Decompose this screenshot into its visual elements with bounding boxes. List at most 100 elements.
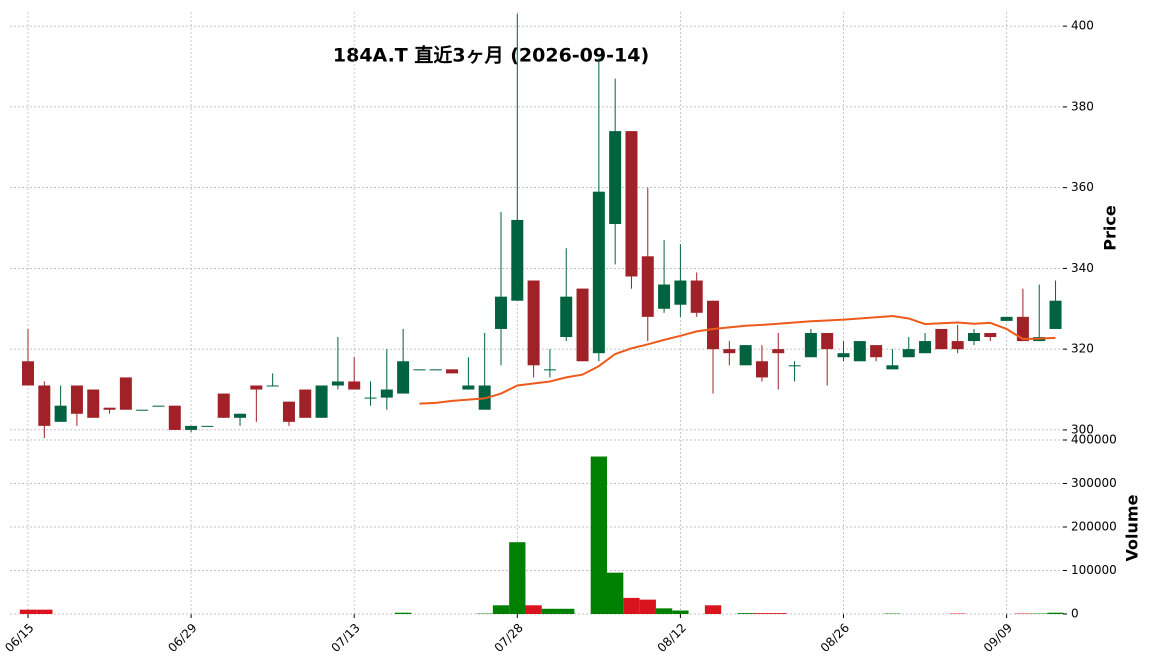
candle-body	[804, 333, 817, 358]
y-tick-label: 400	[1071, 19, 1094, 33]
candle-body	[1016, 316, 1029, 342]
y-tick-label: 300000	[1071, 476, 1117, 490]
volume-bar	[672, 610, 689, 614]
volume-bar	[623, 597, 640, 614]
candle-body	[168, 405, 181, 430]
volume-bar	[394, 612, 412, 614]
volume-bar	[19, 609, 37, 614]
y-tick-label: 360	[1071, 180, 1094, 194]
volume-bar	[1047, 612, 1064, 614]
volume-bar	[737, 613, 754, 614]
volume-bar	[704, 605, 722, 614]
candle-body	[38, 385, 51, 426]
y-tick-label: 100000	[1071, 563, 1117, 577]
candle-body	[527, 280, 540, 366]
candle-body	[609, 131, 622, 224]
candle-body	[511, 219, 524, 301]
y-tick-label: 200000	[1071, 520, 1117, 534]
candle-body	[690, 280, 703, 313]
candle-body	[951, 341, 964, 350]
y-tick-label: 380	[1071, 99, 1094, 113]
volume-bar	[607, 572, 624, 614]
candle-body	[641, 256, 654, 317]
candle-body	[576, 288, 589, 362]
candle-body	[299, 389, 312, 418]
candle-body	[380, 389, 393, 398]
x-tick-label: 06/15	[2, 621, 36, 655]
candle-body	[592, 191, 605, 354]
volume-bar	[525, 605, 542, 614]
candle-body	[625, 131, 638, 277]
chart-title: 184A.T 直近3ヶ月 (2026-09-14)	[333, 44, 649, 67]
candle-body	[152, 405, 165, 407]
x-tick-label: 09/09	[981, 621, 1015, 655]
volume-bar	[753, 613, 771, 614]
candle-body	[103, 407, 116, 410]
volume-bar	[639, 599, 656, 614]
candle-body	[723, 349, 736, 354]
candle-body	[560, 296, 573, 338]
candle-body	[266, 385, 279, 387]
x-tick-label: 06/29	[165, 621, 199, 655]
candle-body	[429, 369, 442, 371]
candle-body	[87, 389, 100, 418]
candle-body	[853, 341, 866, 362]
y-tick-label: 300	[1071, 422, 1094, 436]
candle-body	[250, 385, 263, 390]
x-tick-label: 07/28	[492, 621, 526, 655]
candle-body	[348, 381, 361, 390]
candle-body	[185, 425, 198, 430]
volume-axis-label: Volume	[1123, 494, 1142, 561]
x-tick-label: 08/12	[655, 621, 689, 655]
volume-bar	[770, 613, 787, 614]
volume-bar	[492, 605, 510, 614]
candle-body	[543, 369, 556, 371]
volume-bar	[509, 542, 526, 614]
candle-body	[446, 369, 459, 374]
candle-body	[201, 425, 214, 427]
candle-body	[397, 361, 410, 394]
candle-body	[870, 345, 883, 358]
x-tick-label: 08/26	[818, 621, 852, 655]
volume-bar	[36, 609, 53, 614]
y-tick-label: 320	[1071, 342, 1094, 356]
y-tick-label: 400000	[1071, 433, 1117, 447]
y-tick-label: 340	[1071, 261, 1094, 275]
candle-body	[886, 365, 899, 370]
candle-body	[967, 333, 980, 342]
candle-body	[902, 349, 915, 358]
candle-body	[674, 280, 687, 305]
volume-bar	[590, 456, 608, 614]
candle-body	[1049, 300, 1062, 329]
candle-body	[462, 385, 475, 390]
volume-bar	[541, 608, 559, 614]
candle-body	[136, 409, 149, 411]
candle-body	[935, 328, 948, 350]
moving-average-line	[419, 315, 1056, 405]
candle-body	[217, 393, 230, 418]
candle-body	[984, 333, 997, 338]
x-tick-label: 07/13	[328, 621, 362, 655]
candle-body	[119, 377, 132, 410]
candle-body	[707, 300, 720, 350]
candle-body	[22, 361, 34, 386]
candle-body	[282, 401, 295, 422]
candle-body	[234, 413, 247, 418]
candle-body	[821, 333, 834, 350]
candle-body	[755, 361, 768, 378]
candle-body	[739, 345, 752, 366]
candle-body	[772, 349, 785, 354]
candle-body	[494, 296, 507, 329]
candle-body	[413, 369, 426, 371]
volume-bar	[655, 608, 673, 614]
candle-body	[315, 385, 328, 418]
candle-body	[658, 284, 671, 309]
y-tick-label: 0	[1071, 607, 1079, 621]
volume-bar	[558, 608, 575, 614]
candle-body	[837, 353, 850, 358]
candle-body	[1000, 316, 1013, 321]
price-axis-label: Price	[1101, 205, 1120, 251]
candle-body	[919, 341, 932, 354]
candle-body	[70, 385, 83, 414]
